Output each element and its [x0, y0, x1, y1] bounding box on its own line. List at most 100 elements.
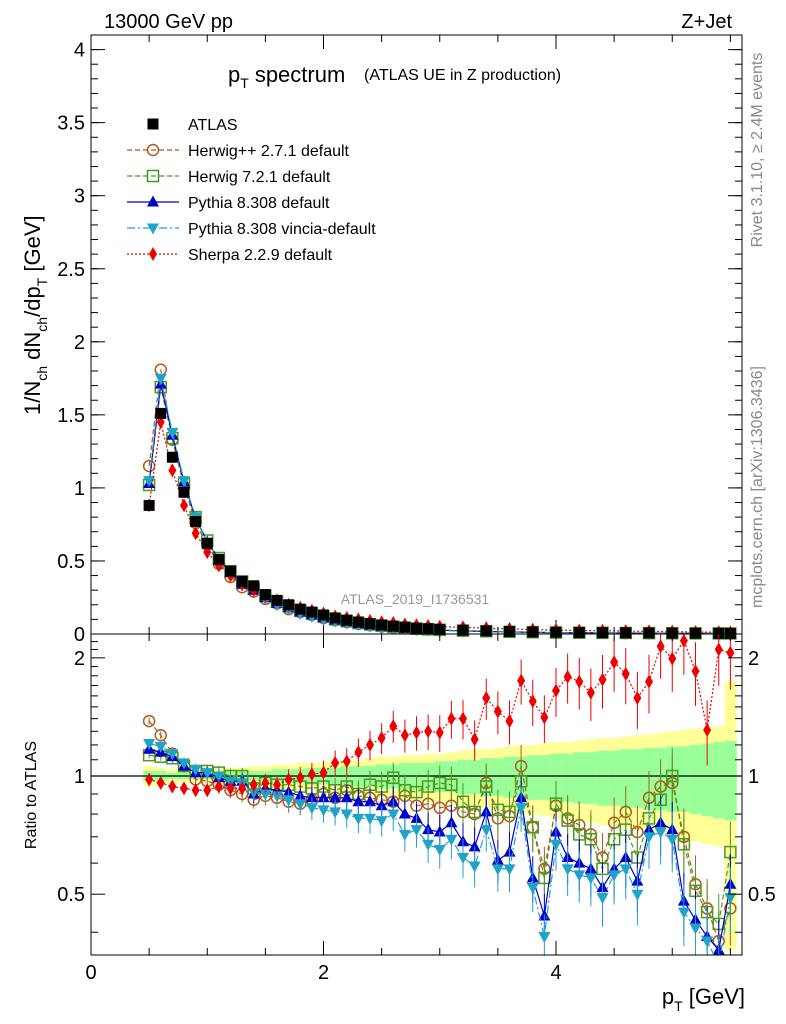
main-data-point [166, 427, 179, 439]
ratio-data-point [445, 834, 458, 846]
stat-band [678, 746, 691, 812]
ratio-data-point [156, 775, 165, 790]
ratio-data-point [491, 864, 504, 876]
stat-band [503, 756, 516, 798]
ratio-data-point [145, 772, 154, 787]
ratio-data-point [457, 853, 469, 865]
main-data-point [178, 476, 190, 488]
legend-entry: Herwig 7.2.1 default [127, 169, 331, 186]
stat-band [492, 758, 505, 796]
legend-label: Herwig++ 2.7.1 default [188, 143, 350, 160]
ratio-data-point [412, 725, 421, 740]
ratio-data-point [701, 936, 714, 948]
ratio-data-point [271, 791, 283, 803]
ratio-data-point [517, 673, 526, 688]
main-data-point [213, 553, 225, 565]
ratio-data-point [445, 778, 458, 792]
legend-entry: Sherpa 2.2.9 default [127, 247, 333, 264]
ratio-data-point [329, 791, 342, 803]
ratio-data-point [398, 829, 411, 841]
stat-band [468, 759, 481, 794]
ratio-data-point [552, 683, 560, 698]
ratio-data-point [331, 755, 340, 770]
ratio-y-tick-label-right: 2 [748, 648, 759, 670]
collision-label: 13000 GeV pp [104, 11, 233, 33]
ratio-data-point [375, 816, 388, 828]
ratio-data-point [515, 803, 528, 815]
ratio-data-point [375, 799, 388, 811]
legend-marker [147, 195, 159, 207]
ratio-data-point [282, 795, 295, 807]
main-data-point [283, 599, 295, 611]
main-data-point [399, 621, 411, 633]
ratio-data-point [400, 728, 409, 743]
ratio-data-point [468, 805, 481, 819]
main-data-point [480, 625, 492, 637]
main-data-point [713, 627, 725, 639]
ratio-y-tick-label: 0.5 [57, 884, 85, 906]
ratio-data-point [631, 889, 644, 901]
ratio-data-point [573, 870, 586, 882]
ratio-data-point [307, 767, 316, 782]
ratio-data-point [433, 844, 446, 856]
ratio-data-point [654, 827, 667, 839]
legend: ATLAS Herwig++ 2.7.1 default Herwig 7.2.1 … [127, 117, 376, 264]
ratio-data-point [410, 825, 423, 837]
ratio-data-point [505, 714, 514, 729]
ratio-data-point [319, 765, 328, 780]
ratio-data-point [621, 666, 630, 681]
main-subtitle: (ATLAS UE in Z production) [364, 67, 561, 84]
main-data-point [690, 627, 701, 639]
main-data-point [341, 614, 353, 626]
ratio-data-point [561, 814, 574, 827]
ratio-data-point [168, 779, 177, 794]
main-data-point [190, 516, 202, 528]
ratio-y-tick-label: 2 [74, 648, 85, 670]
legend-marker [147, 118, 159, 130]
ratio-data-point [713, 961, 725, 972]
main-y-tick-label: 0.5 [57, 551, 85, 573]
ratio-data-point [201, 768, 214, 780]
ratio-data-point [154, 741, 167, 753]
ratio-data-point [284, 772, 293, 787]
main-data-point [166, 451, 178, 463]
ratio-data-point [364, 813, 376, 825]
ratio-data-point [656, 639, 665, 654]
main-data-point [597, 627, 608, 639]
ratio-data-point [296, 770, 305, 785]
main-data-point [329, 612, 341, 624]
ratio-data-point [561, 864, 574, 876]
main-data-point [434, 623, 446, 635]
ratio-data-point [677, 838, 691, 851]
stat-band [631, 749, 644, 808]
ratio-data-point [352, 813, 365, 825]
main-y-tick-label: 0 [74, 624, 85, 646]
ratio-data-point [691, 664, 700, 679]
ratio-data-point [191, 783, 200, 798]
ratio-data-point [526, 883, 539, 895]
ratio-data-point [703, 722, 712, 737]
main-data-point [294, 603, 306, 615]
ratio-data-point [261, 775, 270, 790]
ratio-data-point [526, 821, 539, 834]
ratio-data-point [377, 730, 386, 745]
main-data-point [306, 606, 318, 618]
stat-band [550, 753, 563, 802]
ratio-data-point [305, 803, 318, 815]
main-y-tick-label: 1 [74, 478, 85, 500]
main-y-tick-label: 3.5 [57, 113, 85, 135]
rivet-version-label: Rivet 3.1.10, ≥ 2.4M events [749, 53, 766, 248]
main-data-point [142, 459, 156, 473]
main-data-point [271, 594, 283, 606]
ratio-data-point [342, 754, 351, 769]
main-data-point [155, 407, 167, 419]
main-data-point [143, 476, 156, 488]
ratio-data-point [468, 840, 481, 852]
ratio-data-point [480, 780, 493, 793]
main-data-point [504, 626, 515, 638]
ratio-y-tick-label-right: 0.5 [748, 884, 776, 906]
ratio-data-point [459, 711, 467, 726]
legend-label: Sherpa 2.2.9 default [188, 247, 333, 264]
main-data-point [457, 624, 469, 636]
ratio-data-point [456, 795, 470, 808]
